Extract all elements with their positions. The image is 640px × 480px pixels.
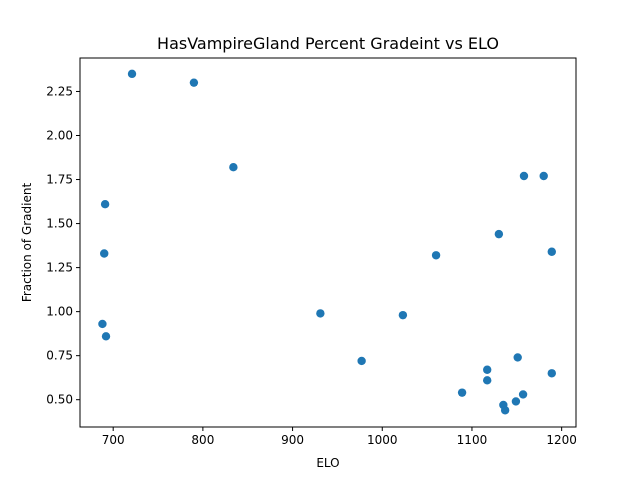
data-point: [483, 376, 492, 385]
data-point: [100, 199, 110, 209]
data-point: [100, 249, 109, 258]
x-tick-label: 1000: [367, 433, 398, 447]
chart-title: HasVampireGland Percent Gradeint vs ELO: [157, 34, 499, 53]
x-tick-label: 700: [102, 433, 125, 447]
y-tick-label: 0.75: [46, 349, 73, 363]
x-axis-ticks: 700 800 900 1000 1100 1200: [102, 427, 577, 447]
data-point: [500, 406, 510, 415]
data-point: [547, 369, 556, 378]
data-point: [98, 319, 107, 329]
data-point: [398, 310, 408, 320]
x-axis-label: ELO: [316, 456, 339, 470]
data-point: [316, 309, 325, 318]
y-axis-ticks: 0.50 0.75 1.00 1.25 1.50 1.75 2.00 2.25: [46, 84, 80, 407]
data-point: [518, 390, 528, 399]
data-point: [357, 356, 366, 366]
plot-area-frame: [79, 57, 577, 428]
x-tick-label: 800: [191, 433, 214, 447]
y-tick-label: 2.25: [46, 84, 73, 98]
data-point: [513, 353, 522, 362]
data-point: [483, 365, 492, 374]
data-point: [547, 247, 556, 256]
y-tick-label: 1.00: [46, 305, 73, 319]
data-point: [189, 78, 199, 87]
y-tick-label: 1.50: [46, 217, 73, 231]
x-tick-label: 1200: [546, 433, 577, 447]
data-point: [101, 332, 111, 341]
data-point: [494, 229, 504, 239]
data-point: [127, 69, 137, 79]
y-tick-label: 0.50: [46, 393, 73, 407]
data-point: [519, 171, 529, 181]
data-point: [431, 251, 441, 260]
y-tick-label: 1.75: [46, 173, 73, 187]
x-tick-label: 900: [281, 433, 304, 447]
y-tick-label: 2.00: [46, 128, 73, 142]
y-tick-label: 1.25: [46, 261, 73, 275]
data-point: [511, 397, 521, 406]
data-point: [229, 163, 238, 172]
data-point: [539, 171, 548, 181]
data-point: [457, 388, 467, 397]
y-axis-label: Fraction of Gradient: [20, 183, 34, 303]
x-tick-label: 1100: [457, 433, 488, 447]
points-layer: [98, 69, 556, 415]
